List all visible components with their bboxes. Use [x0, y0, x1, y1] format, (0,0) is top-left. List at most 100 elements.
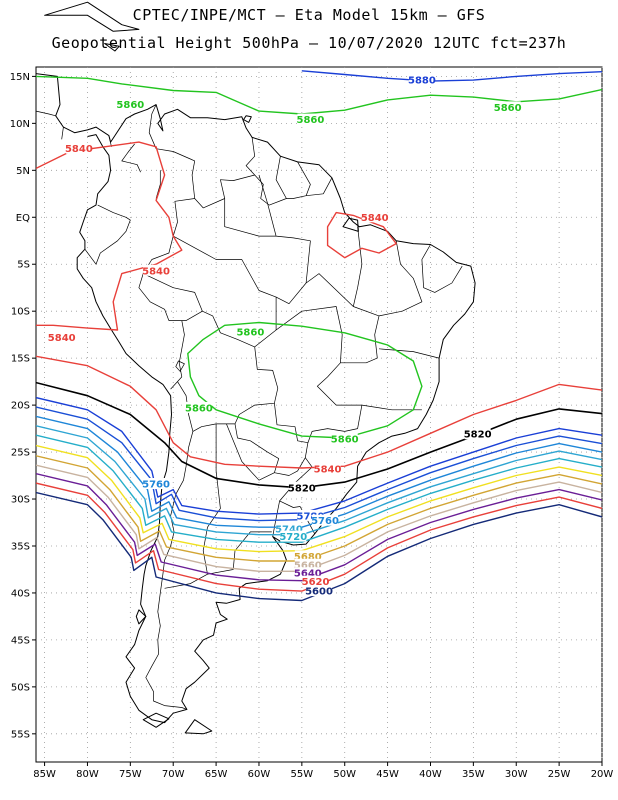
lat-tick-label: 45S — [11, 635, 30, 646]
contour-label: 5640 — [294, 569, 322, 580]
contour-label-bg — [306, 585, 332, 597]
coastline — [104, 43, 120, 52]
coastline — [35, 73, 476, 724]
country-border — [378, 348, 440, 359]
latitude-tick-labels: 15N 10N 5N EQ 5S 10S 15S 20S 25S 30S 35S 40S 45S 50S 5… — [10, 72, 30, 740]
contour-label-bg — [48, 331, 75, 343]
contour-label-bg — [294, 567, 321, 579]
contour-5740 — [36, 425, 602, 536]
lat-tick-label: 55S — [11, 729, 30, 740]
contour-label-bg — [297, 509, 324, 521]
contour-5680 — [36, 455, 602, 562]
lat-tick-label: EQ — [16, 213, 30, 224]
country-border — [145, 431, 194, 710]
contour-5720 — [36, 434, 602, 543]
contour-label: 5880 — [408, 76, 436, 87]
lon-tick-label: 35W — [462, 769, 485, 780]
lon-tick-label: 75W — [119, 769, 142, 780]
country-border — [84, 204, 131, 265]
coastlines — [35, 1, 476, 735]
contour-5780 — [36, 406, 602, 522]
contour-label-bg — [494, 101, 521, 113]
contour-5840 — [36, 355, 602, 469]
contour-5860 — [187, 321, 423, 439]
country-border — [254, 306, 343, 363]
country-border — [378, 240, 423, 317]
country-border — [194, 137, 256, 209]
contour-label: 5720 — [279, 532, 307, 543]
map-subtitle: Geopotential Height 500hPa – 10/07/2020 … — [51, 34, 567, 52]
contour-label-bg — [297, 113, 324, 125]
lon-tick-label: 45W — [376, 769, 399, 780]
lat-tick-label: 25S — [11, 448, 30, 459]
contour-label-bg — [237, 325, 264, 337]
country-border — [173, 235, 277, 298]
contour-label: 5840 — [142, 266, 170, 277]
lon-tick-label: 50W — [333, 769, 356, 780]
contour-5880 — [301, 70, 602, 82]
contour-label: 5600 — [305, 587, 333, 598]
contour-label: 5860 — [236, 327, 264, 338]
country-border — [226, 423, 275, 481]
lat-tick-label: 5N — [16, 166, 30, 177]
country-border — [35, 110, 56, 117]
lon-tick-label: 60W — [248, 769, 271, 780]
lon-tick-label: 20W — [591, 769, 614, 780]
country-border — [306, 177, 333, 197]
contour-label: 5660 — [294, 560, 322, 571]
country-border — [177, 310, 279, 432]
longitude-tick-labels: 85W 80W 75W 70W 65W 60W 55W 50W 45W 40W 35W 30W 25W 2… — [33, 769, 613, 780]
contour-label: 5860 — [116, 100, 144, 111]
country-border — [421, 244, 463, 293]
contour-label-bg — [408, 74, 435, 86]
contour-label: 5860 — [331, 434, 359, 445]
contour-label-bg — [143, 478, 170, 489]
contour-label-bg — [361, 211, 388, 223]
contour-label-bg — [294, 550, 321, 562]
contour-label-bg — [117, 98, 144, 110]
contour-5840 — [326, 211, 397, 259]
contour-labels: 5880 5860 5860 5860 5860 5860 5860 5840 5840 5840… — [48, 74, 522, 598]
coastline — [142, 712, 170, 728]
country-border — [305, 273, 354, 307]
contour-label-bg — [280, 530, 307, 542]
lon-tick-label: 70W — [162, 769, 185, 780]
contour-label-bg — [464, 428, 491, 440]
contour-5760 — [36, 415, 602, 528]
contour-label: 5760 — [142, 480, 170, 491]
coastline — [184, 719, 213, 735]
river — [121, 143, 141, 173]
lon-tick-label: 30W — [505, 769, 528, 780]
lon-tick-label: 80W — [76, 769, 99, 780]
country-border — [272, 500, 280, 537]
contour-5800 — [36, 396, 602, 515]
contour-5600 — [36, 491, 602, 602]
contour-5700 — [36, 444, 602, 553]
coastline — [243, 115, 252, 123]
lake-titicaca — [175, 360, 185, 372]
contour-5660 — [36, 464, 602, 572]
map-title: CPTEC/INPE/MCT – Eta Model 15km – GFS — [132, 6, 486, 24]
contour-5640 — [36, 473, 602, 582]
lat-lon-grid — [32, 67, 603, 766]
lat-tick-label: 15S — [11, 354, 30, 365]
plot-frame — [35, 66, 603, 763]
contour-label: 5840 — [48, 333, 76, 344]
coastline — [44, 1, 140, 32]
lon-tick-label: 25W — [548, 769, 571, 780]
country-border — [224, 198, 277, 237]
contour-label: 5760 — [311, 516, 339, 527]
river — [155, 170, 161, 199]
country-border — [258, 174, 311, 330]
lat-tick-label: 10S — [11, 307, 30, 318]
country-border — [168, 320, 185, 390]
country-border — [307, 226, 380, 443]
contour-label-bg — [294, 558, 321, 570]
country-border — [164, 423, 221, 589]
lat-tick-label: 50S — [11, 682, 30, 693]
contour-label-bg — [185, 401, 212, 413]
contour-label: 5780 — [297, 511, 325, 522]
contour-label-bg — [312, 514, 339, 526]
lat-tick-label: 5S — [17, 260, 30, 271]
